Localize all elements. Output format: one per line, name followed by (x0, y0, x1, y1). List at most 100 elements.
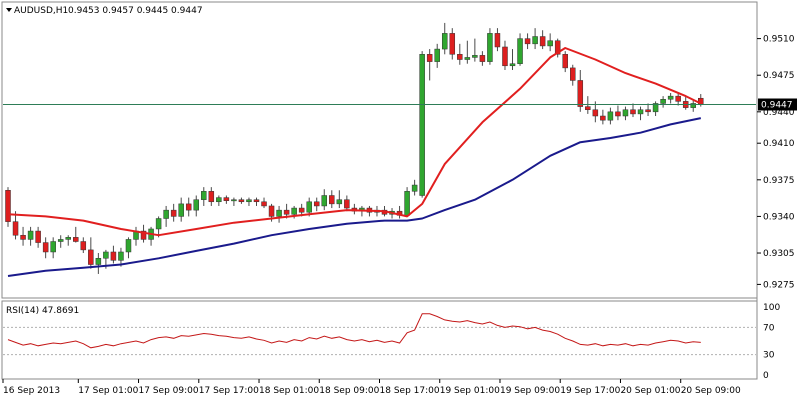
bear-candle (457, 54, 463, 60)
bear-candle (494, 33, 501, 48)
bull-candle (291, 207, 297, 215)
time-tick-label: 18 Sep 09:00 (319, 386, 379, 396)
bear-candle (238, 199, 245, 203)
bull-candle (27, 230, 34, 240)
bear-candle (645, 109, 651, 113)
bull-candle (419, 54, 425, 196)
price-tick-label: 0.9375 (763, 176, 795, 186)
rsi-tick-label: 100 (763, 303, 780, 313)
rsi-tick-label: 70 (763, 323, 775, 333)
bear-candle (592, 109, 599, 117)
slow-ma-line (7, 117, 702, 277)
bear-candle (283, 209, 290, 215)
bear-candle (615, 111, 621, 117)
bear-candle (344, 199, 350, 209)
triangle-down-icon[interactable] (6, 8, 12, 12)
ohlc-readout: 0.9453 0.9457 0.9445 0.9447 (68, 6, 203, 16)
price-tick-label: 0.9410 (763, 139, 795, 149)
bear-candle (88, 249, 94, 265)
bear-candle (140, 230, 147, 240)
bull-candle (57, 239, 64, 242)
bull-candle (321, 195, 328, 207)
time-tick-label: 19 Sep 09:00 (500, 386, 560, 396)
bull-candle (532, 36, 538, 45)
bull-candle (201, 191, 207, 200)
bull-candle (404, 191, 410, 216)
price-tick-label: 0.9340 (763, 212, 795, 222)
bull-candle (464, 57, 471, 60)
bull-candle (667, 95, 674, 100)
bear-candle (185, 203, 192, 211)
bull-candle (216, 197, 222, 203)
bear-candle (585, 106, 591, 110)
bear-candle (562, 54, 568, 69)
price-tick-label: 0.9305 (763, 249, 795, 259)
bull-candle (276, 209, 282, 217)
bear-candle (298, 207, 305, 213)
bear-candle (12, 221, 19, 236)
bull-candle (411, 184, 418, 192)
bear-candle (554, 40, 561, 55)
bear-candle (570, 67, 576, 81)
bear-candle (268, 205, 275, 217)
price-tick-label: 0.9475 (763, 71, 795, 81)
bull-candle (622, 109, 629, 117)
bull-candle (607, 111, 614, 121)
bear-candle (479, 55, 486, 62)
bull-candle (652, 103, 659, 113)
bull-candle (441, 33, 448, 50)
time-tick-label: 18 Sep 01:00 (259, 386, 319, 396)
bull-candle (118, 251, 124, 261)
time-tick-label: 20 Sep 09:00 (681, 386, 741, 396)
time-tick-label: 20 Sep 01:00 (620, 386, 680, 396)
bear-candle (261, 201, 267, 207)
bull-candle (125, 239, 132, 253)
price-tick-label: 0.9440 (763, 108, 795, 118)
bear-candle (600, 115, 606, 121)
bull-candle (487, 33, 493, 62)
bear-candle (524, 38, 531, 45)
bear-candle (630, 109, 636, 115)
bear-candle (313, 201, 320, 207)
bear-candle (329, 195, 335, 205)
bear-candle (539, 36, 546, 47)
bull-candle (95, 258, 102, 265)
bull-candle (509, 63, 516, 67)
candlesticks (5, 22, 704, 274)
price-tick-label: 0.9510 (763, 35, 795, 45)
bull-candle (246, 199, 252, 203)
bull-candle (472, 55, 478, 58)
rsi-tick-label: 0 (763, 371, 769, 381)
bull-candle (306, 201, 312, 213)
bull-candle (517, 38, 523, 64)
bear-candle (73, 237, 79, 242)
current-price-tag (758, 98, 797, 111)
moving-averages (7, 47, 702, 277)
bull-candle (690, 103, 696, 108)
rsi-levels: 100 70 30 0 (3, 303, 780, 381)
price-axis-ticks: 0.9510 0.9475 0.9440 0.9410 0.9375 0.9340 0.93… (757, 35, 795, 290)
bear-candle (223, 197, 230, 201)
rsi-line-group (7, 313, 701, 349)
bear-candle (42, 242, 49, 253)
bull-candle (50, 241, 56, 253)
bull-candle (65, 237, 71, 240)
time-tick-label: 19 Sep 01:00 (440, 386, 500, 396)
bull-candle (193, 199, 199, 211)
bear-candle (170, 209, 177, 217)
bear-candle (208, 191, 215, 203)
bear-candle (253, 199, 260, 203)
bear-candle (35, 230, 41, 243)
bear-candle (110, 251, 117, 261)
bear-candle (675, 95, 681, 102)
bull-candle (547, 40, 553, 47)
bull-candle (231, 199, 237, 202)
time-tick-label: 17 Sep 09:00 (139, 386, 199, 396)
rsi-tick-label: 30 (763, 351, 775, 361)
time-tick-label: 19 Sep 17:00 (560, 386, 620, 396)
bear-candle (577, 80, 584, 107)
bear-candle (449, 33, 456, 55)
rsi-label: RSI(14) 47.8691 (6, 306, 79, 316)
bull-candle (155, 218, 162, 230)
